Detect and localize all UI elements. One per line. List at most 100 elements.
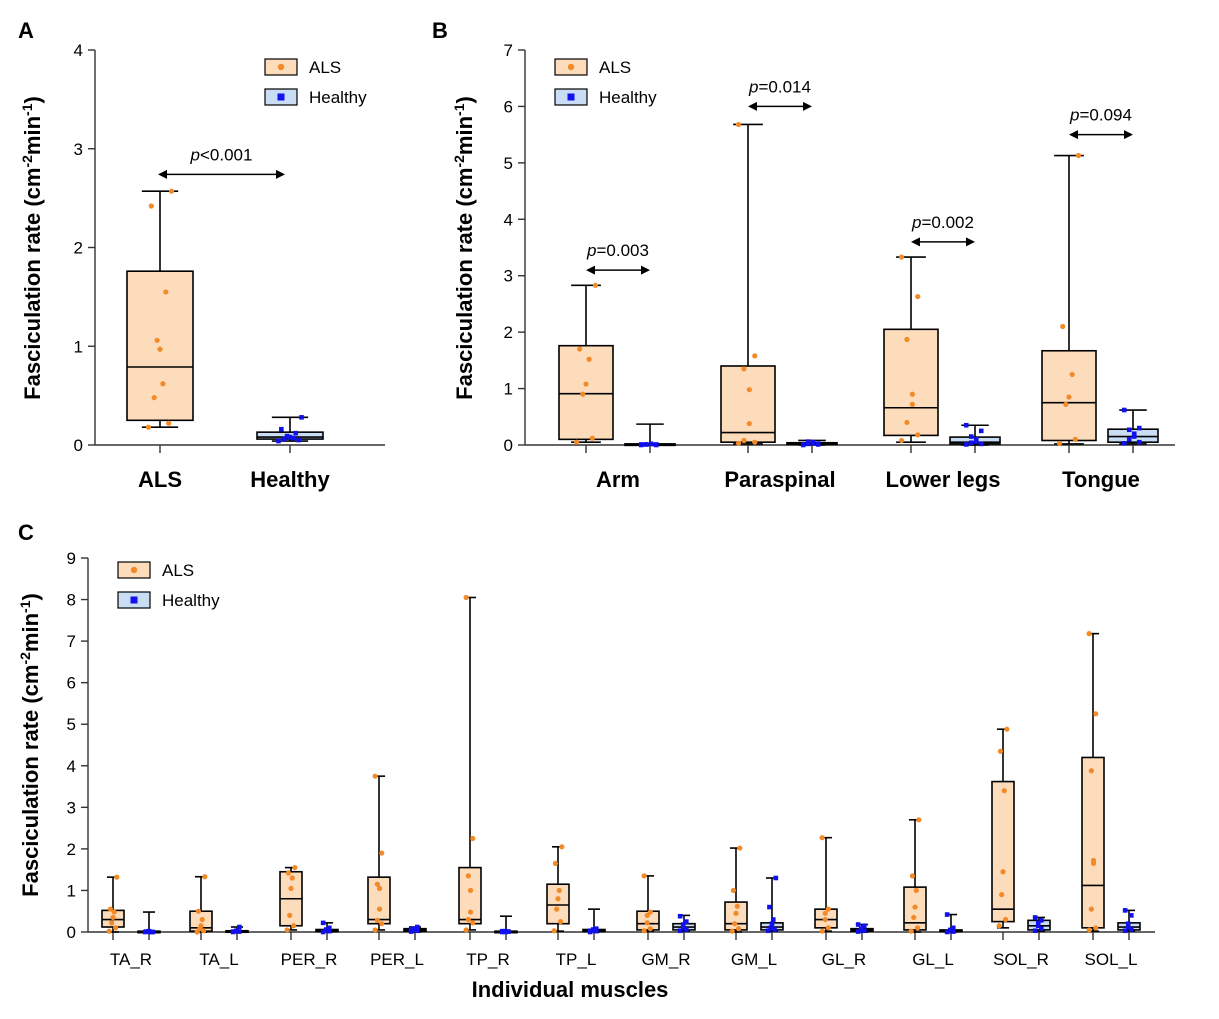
data-point-als: [911, 914, 917, 921]
legend-label-healthy: Healthy: [309, 88, 367, 107]
data-point-healthy: [499, 928, 505, 934]
arrow-head-right: [276, 169, 285, 179]
data-point-healthy: [1039, 918, 1044, 923]
panel-a-chart: 0 1 2 3 4 ALS Healthy p<0.001 ALS Healthy Fascicul…: [19, 41, 385, 492]
box-als-tp_r: [458, 594, 482, 933]
y-tick-label: 7: [67, 632, 76, 651]
data-point-als: [822, 916, 828, 923]
data-point-als: [467, 909, 474, 915]
x-tick-label: PER_R: [281, 950, 338, 969]
data-point-als: [470, 920, 476, 926]
y-tick-label: 6: [67, 674, 76, 693]
data-point-als: [289, 875, 295, 881]
data-point-healthy: [415, 924, 420, 930]
x-tick-label: TP_R: [466, 950, 509, 969]
data-point-als: [644, 920, 650, 926]
box-iqr: [458, 866, 482, 925]
data-point-als: [202, 874, 208, 880]
data-point-als: [1056, 440, 1063, 446]
y-axis-title-part: Fasciculation rate (cm: [452, 168, 477, 400]
y-axis-title-part: -2: [19, 155, 35, 168]
data-point-healthy: [320, 929, 326, 935]
data-point-als: [1075, 152, 1082, 159]
box-als-arm: [558, 282, 614, 445]
comparison-arrow: p=0.014: [748, 77, 812, 111]
data-point-healthy: [768, 925, 774, 931]
data-point-healthy: [862, 923, 867, 929]
data-point-als: [908, 928, 914, 934]
data-point-healthy: [299, 415, 304, 420]
data-point-als: [166, 420, 172, 426]
y-tick-label: 9: [67, 549, 76, 568]
data-point-healthy: [594, 926, 599, 931]
box-healthy-sol_r: [1027, 915, 1051, 934]
data-point-healthy: [767, 904, 772, 910]
data-point-healthy: [862, 928, 867, 934]
data-point-als: [909, 401, 915, 407]
box-healthy-gm_l: [760, 875, 784, 934]
data-point-healthy: [805, 439, 811, 444]
arrow-head-left: [911, 237, 920, 247]
arrow-head-right: [803, 101, 812, 111]
y-tick-label: 4: [67, 757, 76, 776]
x-tick-label: Lower legs: [886, 467, 1001, 492]
data-point-als: [470, 835, 476, 842]
box-als-gl_l: [903, 817, 927, 934]
data-point-als: [914, 925, 921, 931]
data-point-healthy: [230, 929, 236, 934]
data-point-als: [1086, 927, 1092, 933]
box-als-per_l: [367, 773, 391, 933]
data-point-als: [996, 923, 1002, 929]
data-point-als: [1000, 869, 1006, 875]
data-point-healthy: [973, 437, 979, 442]
x-tick-label: PER_L: [370, 950, 424, 969]
p-value-label: p=0.014: [748, 77, 811, 96]
p-value-label: p=0.003: [586, 241, 649, 260]
data-point-als: [463, 594, 469, 601]
data-point-als: [916, 817, 922, 823]
y-axis-title-part: Fasciculation rate (cm: [20, 168, 45, 400]
data-point-healthy: [855, 922, 861, 927]
data-point-healthy: [587, 928, 593, 934]
data-point-als: [151, 395, 157, 401]
data-point-als: [746, 420, 752, 427]
box-healthy-sol_l: [1117, 908, 1141, 934]
data-point-als: [157, 346, 163, 352]
data-point-als: [168, 188, 175, 194]
y-axis-title-part: ): [18, 593, 43, 600]
data-point-healthy: [858, 926, 864, 931]
panel-letter-a: A: [18, 18, 34, 43]
box-iqr: [991, 780, 1015, 923]
x-tick-label: TA_L: [199, 950, 238, 969]
data-point-als: [898, 254, 905, 260]
data-point-als: [114, 874, 120, 880]
data-point-als: [733, 910, 739, 916]
data-point-als: [160, 381, 166, 387]
box-als-gm_r: [636, 873, 660, 934]
y-axis-title: Fasciculation rate (cm-2min-1): [17, 593, 43, 897]
y-axis-title-part: ): [452, 96, 477, 103]
data-point-als: [145, 424, 152, 430]
data-point-als: [819, 928, 825, 934]
data-point-als: [551, 928, 557, 934]
data-point-healthy: [677, 913, 683, 919]
data-point-als: [730, 887, 737, 894]
data-point-als: [573, 439, 580, 445]
legend: ALS Healthy: [554, 58, 657, 107]
arrow-head-right: [966, 237, 975, 247]
data-point-healthy: [944, 912, 950, 917]
data-point-healthy: [276, 438, 281, 444]
y-tick-label: 2: [74, 239, 83, 258]
y-tick-label: 3: [74, 140, 83, 159]
data-point-als: [1004, 726, 1010, 732]
data-point-healthy: [1121, 407, 1127, 413]
box-healthy-gl_r: [850, 922, 874, 934]
box-healthy-arm: [624, 423, 676, 448]
data-point-healthy: [144, 929, 149, 934]
data-point-healthy: [963, 422, 969, 428]
p-value-label: p<0.001: [190, 145, 253, 164]
data-point-als: [909, 873, 916, 879]
box-iqr: [720, 365, 776, 443]
data-point-als: [729, 928, 735, 934]
